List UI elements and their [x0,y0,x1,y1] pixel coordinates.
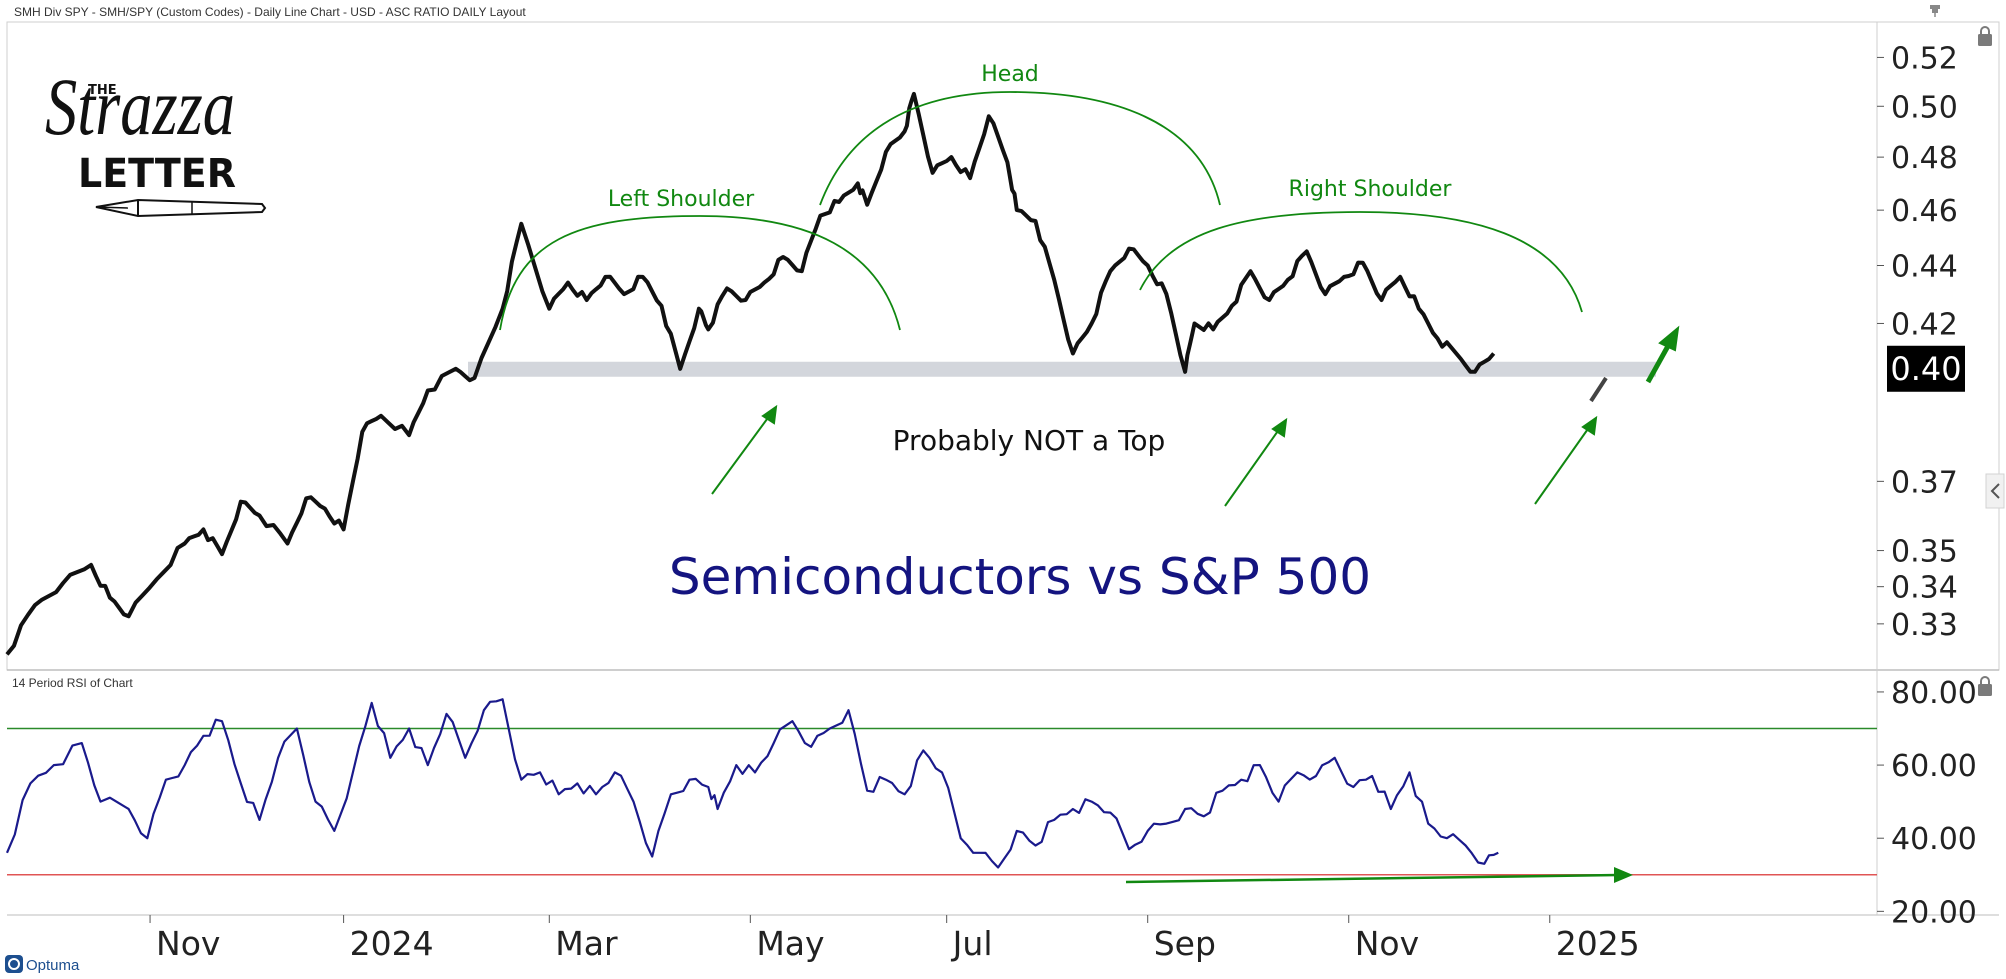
logo-the: THE [88,83,117,98]
last-value-marker: 0.40 [1887,345,1965,392]
x-tick-label: Jul [951,924,993,963]
optuma-brand: Optuma [5,955,80,974]
price-tick-label: 0.44 [1891,250,1958,285]
price-tick-label: 0.33 [1891,608,1958,643]
x-tick-label: Nov [1355,924,1419,963]
price-tick-label: 0.48 [1891,141,1958,176]
rsi-axis: 80.00 60.00 40.00 20.00 [1877,676,1977,930]
price-tick-label: 0.42 [1891,307,1958,342]
optuma-logo-icon [5,955,23,973]
arrow-head [1614,867,1633,883]
right-shoulder-arc [1139,211,1583,313]
x-tick-label: Sep [1154,924,1216,963]
brand-name: Optuma [26,957,80,974]
lock-icon[interactable] [1978,26,1992,46]
price-projection-tail [1589,376,1608,403]
chevron-left-icon[interactable] [1985,473,2005,509]
price-tick-label: 0.52 [1891,41,1958,76]
logo-letter: LETTER [78,151,236,197]
right-shoulder-label: Right Shoulder [1289,177,1453,202]
price-tick-label: 0.34 [1891,571,1958,606]
price-tick-label: 0.37 [1891,465,1958,500]
price-tick-label: 0.46 [1891,194,1958,229]
head-label: Head [981,62,1039,87]
left-shoulder-arc [499,215,901,331]
chart-header-title: SMH Div SPY - SMH/SPY (Custom Codes) - D… [14,5,526,19]
arrow-head [1581,415,1598,436]
logo-strazza: Strazza [45,61,235,152]
pen-nib-icon [95,198,267,218]
support-arrow-1 [711,414,771,495]
pattern-arrows [711,325,1680,507]
lock-icon[interactable] [1978,676,1992,696]
x-tick-label: May [756,924,824,963]
support-label: Probably NOT a Top [893,424,1166,457]
breakout-arrow [1645,344,1671,384]
head-arc [819,91,1221,206]
arrow-head [1658,325,1680,352]
support-arrow-2 [1224,427,1281,507]
price-tick-label: 0.50 [1891,90,1958,125]
price-line [5,91,1496,656]
rsi-tick-label: 20.00 [1891,895,1977,930]
divergence-arrow [1125,867,1633,884]
price-axis: 0.52 0.50 0.48 0.46 0.44 0.42 0.37 0.350.340.33 [1877,41,1958,643]
divergence-line [1125,873,1619,884]
rsi-line [5,698,1499,869]
rsi-tick-label: 60.00 [1891,749,1977,784]
x-tick-label: 2025 [1556,924,1640,963]
x-tick-label: Nov [156,924,220,963]
strazza-letter-logo: THE Strazza LETTER [45,61,267,218]
support-arrow-3 [1534,425,1591,505]
price-tick-label: 0.35 [1891,535,1958,570]
rsi-pane-title: 14 Period RSI of Chart [12,676,133,690]
last-value-label: 0.40 [1890,350,1961,388]
arrow-head [1271,417,1288,438]
x-tick-label: 2024 [350,924,434,963]
rsi-tick-label: 40.00 [1891,822,1977,857]
pin-icon[interactable] [1930,5,1940,17]
support-band [468,361,1656,377]
pattern-arcs [499,91,1583,331]
left-shoulder-label: Left Shoulder [608,187,755,212]
x-tick-label: Mar [555,924,618,963]
rsi-tick-label: 80.00 [1891,676,1977,711]
arrow-head [761,404,778,425]
chart-title: Semiconductors vs S&P 500 [669,548,1371,606]
x-axis: Nov 2024 Mar May Jul Sep Nov 2025 [149,915,1640,963]
